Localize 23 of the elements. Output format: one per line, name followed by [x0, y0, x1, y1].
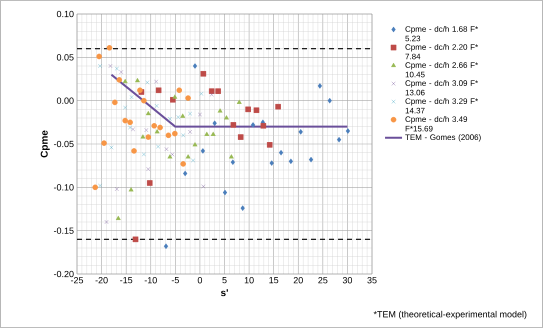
text: *TEM (theoretical-experimental model): [374, 310, 526, 320]
x-tick-label: 10: [244, 277, 254, 284]
x-tick-label: 35: [367, 277, 377, 284]
x-tick-label: -15: [120, 277, 132, 284]
x-tick-label: 25: [318, 277, 328, 284]
x-tick-label: 30: [342, 277, 352, 284]
y-tick-label: -0.10: [54, 184, 74, 191]
y-tick-label: 0.05: [56, 54, 74, 61]
y-tick-label: 0.10: [56, 10, 74, 18]
y-axis-title: Cpme: [40, 130, 50, 158]
x-tick-label: 15: [269, 277, 278, 284]
y-tick-label: -0.20: [54, 270, 74, 278]
x-tick-label: -20: [96, 277, 108, 284]
x-tick-label: -25: [70, 277, 84, 284]
x-tick-label: 0: [198, 277, 202, 284]
x-tick-label: -10: [144, 277, 157, 284]
x-axis-title: s': [220, 289, 228, 296]
x-tick-label: -5: [172, 277, 179, 284]
x-tick-label: 5: [222, 277, 227, 284]
y-tick-label: -0.15: [54, 227, 74, 234]
y-tick-label: 0.00: [56, 97, 74, 104]
y-tick-label: -0.05: [54, 140, 74, 148]
x-tick-label: 20: [294, 277, 303, 284]
